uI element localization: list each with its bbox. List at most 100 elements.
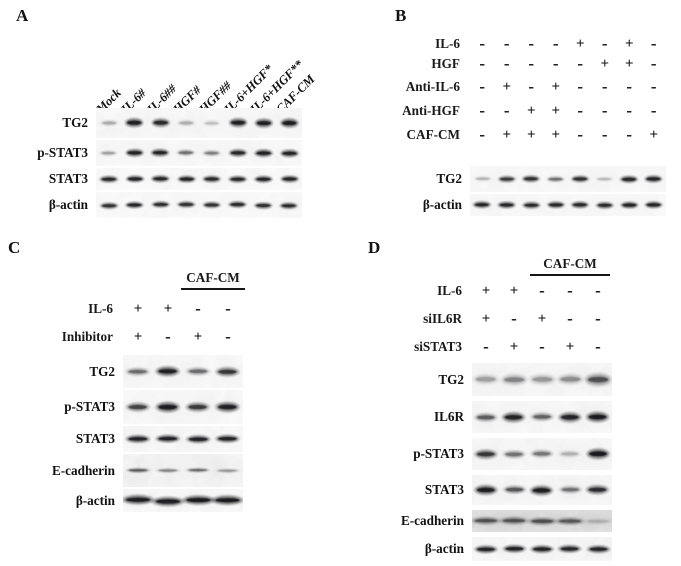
panel-c: C CAF-CM IL-6 + + - - Inhibitor + - + - TG2 p-STAT… — [0, 230, 340, 566]
panel-b-condition-antiil6-cells: - + - + - - - - — [470, 78, 666, 96]
panel-c-condition-inhibitor-cells: + - + - — [123, 328, 243, 346]
panel-c-group-underline — [181, 288, 245, 290]
panel-d-condition-il6-cell-4: - — [567, 281, 573, 300]
panel-c-blot-ecadherin-canvas — [123, 454, 243, 487]
panel-b-condition-hgf-cell-4: - — [552, 54, 559, 73]
panel-d-condition-siil6r-cell-2: - — [511, 309, 517, 328]
panel-d-condition-il6-cell-1: + — [481, 283, 491, 299]
panel-a-blot-tg2 — [96, 108, 302, 138]
panel-c-blot-actin — [123, 489, 243, 512]
panel-b-condition-antihgf-cell-3: + — [526, 103, 536, 119]
panel-b-blot-tg2-canvas — [470, 166, 666, 192]
panel-c-condition-inhibitor: Inhibitor + - + - — [62, 328, 243, 346]
panel-c-blot-tg2-canvas — [123, 355, 243, 388]
panel-b-condition-antihgf-cell-8: - — [650, 101, 657, 120]
panel-d-blot-actin — [472, 537, 612, 561]
panel-b-condition-antiil6-cell-6: - — [601, 77, 608, 96]
panel-b-condition-hgf-cell-7: + — [624, 56, 634, 72]
panel-c-condition-inhibitor-label: Inhibitor — [61, 329, 113, 344]
panel-b-condition-hgf-cell-8: - — [650, 54, 657, 73]
panel-c-condition-il6-cells: + + - - — [123, 300, 243, 318]
panel-b-condition-il6-cell-6: - — [601, 34, 608, 53]
panel-b-condition-antiil6-cell-7: - — [626, 77, 633, 96]
panel-b-condition-antihgf-label: Anti-HGF — [402, 103, 460, 118]
panel-c-blot-stat3-canvas — [123, 426, 243, 452]
panel-a-blot-stat3-canvas — [96, 168, 302, 190]
panel-d-condition-il6-cell-3: - — [539, 281, 545, 300]
panel-b: B IL-6- - - - + - + - HGF - - - - - + + - Anti-IL-6- + - + - -… — [340, 0, 681, 230]
panel-c-row-label-2: p-STAT3 — [64, 399, 115, 414]
panel-d-condition-sistat3-cell-5: - — [595, 337, 601, 356]
panel-b-row-label-1: TG2 — [436, 171, 462, 186]
panel-d-condition-siil6r: siIL6R + - + - - — [423, 310, 612, 328]
panel-b-condition-antihgf: Anti-HGF - - + + - - - - — [402, 101, 666, 120]
panel-c-row-label-5: β-actin — [75, 492, 115, 508]
panel-b-condition-hgf-cell-1: - — [479, 54, 486, 73]
panel-d-condition-sistat3-cell-4: + — [565, 339, 575, 355]
panel-b-condition-cafcm-cell-3: + — [526, 127, 536, 143]
panel-c-letter: C — [8, 238, 21, 257]
panel-b-condition-cafcm-cells: - + + + - - - + — [470, 126, 666, 144]
panel-b-condition-il6-cell-5: + — [575, 36, 585, 52]
panel-a-blot-actin — [96, 192, 302, 218]
panel-b-condition-cafcm-cell-2: + — [502, 127, 512, 143]
panel-d-row-label-3: p-STAT3 — [413, 446, 464, 461]
panel-b-condition-antiil6-label: Anti-IL-6 — [405, 79, 460, 94]
panel-d-group-header: CAF-CM — [543, 256, 597, 271]
panel-d-condition-sistat3-label: siSTAT3 — [414, 339, 462, 354]
panel-d-blot-tg2-canvas — [472, 363, 612, 396]
panel-a: A Mock IL-6# IL-6## HGF# HGF## IL-6+HGF* IL-6+… — [0, 0, 340, 230]
panel-c-condition-inhibitor-cell-1: + — [133, 329, 143, 345]
panel-c-condition-il6-cell-4: - — [225, 299, 231, 318]
panel-d-condition-siil6r-cell-3: + — [537, 311, 547, 327]
panel-b-condition-antiil6-cell-8: - — [650, 77, 657, 96]
panel-c-condition-inhibitor-cell-4: - — [225, 327, 231, 346]
panel-b-condition-antiil6-cell-3: - — [528, 77, 535, 96]
panel-b-row-label-2: β-actin — [422, 197, 462, 212]
panel-a-blot-pstat3 — [96, 140, 302, 166]
panel-a-row-label-3: STAT3 — [48, 171, 88, 186]
panel-d: D CAF-CM IL-6 + + - - - siIL6R + - + - - siSTAT3- + - +… — [340, 230, 681, 566]
panel-a-row-label-4: β-actin — [48, 197, 88, 212]
panel-a-blot-pstat3-canvas — [96, 140, 302, 166]
panel-d-condition-sistat3: siSTAT3 - + - + - — [414, 338, 612, 356]
panel-b-condition-il6: IL-6- - - - + - + - — [435, 34, 666, 53]
panel-a-row-label-2: p-STAT3 — [37, 145, 88, 160]
panel-d-blot-stat3 — [472, 475, 612, 505]
panel-b-condition-cafcm-cell-7: - — [626, 125, 633, 144]
panel-b-condition-antihgf-cell-4: + — [551, 103, 561, 119]
panel-d-row-label-2: IL6R — [433, 409, 464, 424]
panel-d-condition-siil6r-cells: + - + - - — [472, 310, 612, 328]
panel-c-condition-inhibitor-cell-3: + — [193, 329, 203, 345]
panel-d-condition-siil6r-cell-1: + — [481, 311, 491, 327]
panel-d-condition-il6-cell-5: - — [595, 281, 601, 300]
panel-c-blot-ecadherin — [123, 454, 243, 487]
panel-d-condition-il6-label: IL-6 — [437, 283, 462, 298]
panel-b-condition-antihgf-cell-6: - — [601, 101, 608, 120]
panel-b-blot-tg2 — [470, 166, 666, 192]
panel-d-blot-ecadherin — [472, 510, 612, 532]
panel-c-row-label-1: TG2 — [89, 363, 115, 379]
panel-d-blot-il6r-canvas — [472, 401, 612, 433]
panel-b-condition-cafcm-label: CAF-CM — [406, 127, 460, 142]
panel-b-condition-hgf-cells: - - - - - + + - — [470, 55, 666, 73]
panel-a-blot-actin-canvas — [96, 192, 302, 218]
panel-b-condition-il6-cell-1: - — [479, 34, 486, 53]
panel-d-condition-il6: IL-6 + + - - - — [437, 281, 612, 300]
panel-c-row-label-3: STAT3 — [75, 431, 115, 446]
panel-d-letter: D — [368, 238, 381, 257]
panel-b-condition-hgf-cell-5: - — [577, 54, 584, 73]
panel-b-condition-il6-cell-7: + — [624, 36, 634, 52]
panel-d-condition-siil6r-label: siIL6R — [423, 311, 462, 326]
panel-b-condition-il6-cell-4: - — [552, 34, 559, 53]
panel-b-condition-antihgf-cell-5: - — [577, 101, 584, 120]
panel-d-condition-sistat3-cell-1: - — [483, 337, 489, 356]
panel-d-group-underline — [530, 274, 610, 276]
panel-d-blot-stat3-canvas — [472, 475, 612, 505]
panel-b-condition-antiil6: Anti-IL-6 - + - + - - - - — [406, 78, 666, 96]
panel-d-blot-ecadherin-canvas — [472, 510, 612, 532]
panel-d-condition-sistat3-cells: - + - + - — [472, 338, 612, 356]
panel-b-condition-cafcm-cell-1: - — [479, 125, 486, 144]
panel-d-blot-il6r — [472, 401, 612, 433]
